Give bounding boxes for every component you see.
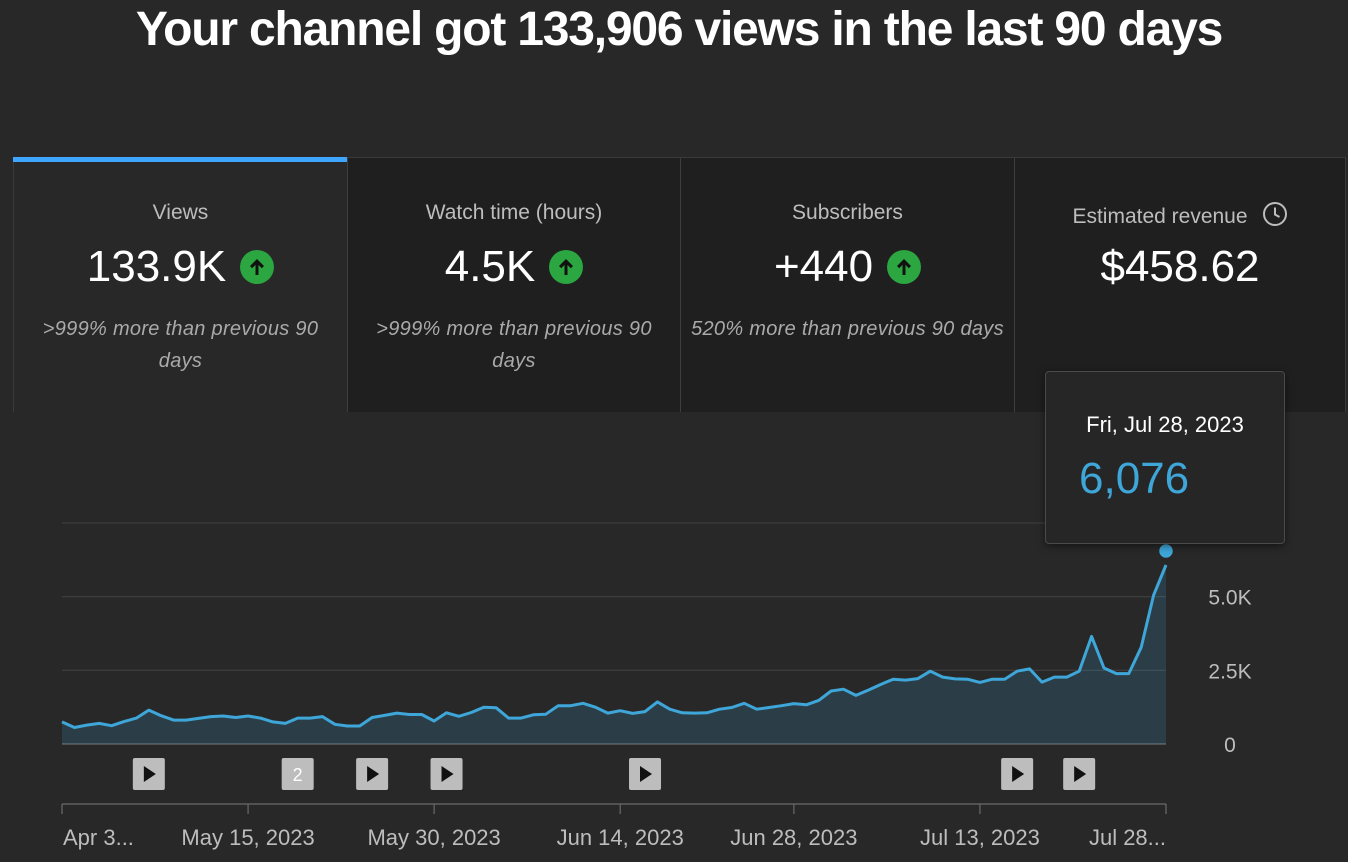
card-comparison: >999% more than previous 90 days <box>376 318 652 372</box>
card-title: Subscribers <box>792 201 903 224</box>
series-line <box>61 564 1168 729</box>
card-subscribers[interactable]: Subscribers +440 520% more than previous… <box>681 158 1015 412</box>
video-marker-count: 2 <box>293 765 303 785</box>
clock-icon[interactable] <box>1262 201 1288 227</box>
play-icon <box>441 766 454 782</box>
y-tick-label: 2.5K <box>1208 660 1251 683</box>
video-marker <box>281 758 314 790</box>
card-title: Views <box>152 201 209 224</box>
card-estimated-revenue[interactable]: Estimated revenue $458.62 <box>1015 158 1345 412</box>
x-tick-label: Jul 28... <box>1089 825 1166 850</box>
play-icon <box>1012 766 1025 782</box>
x-tick-label: Apr 3... <box>63 825 134 850</box>
play-icon <box>640 766 653 782</box>
card-comparison: >999% more than previous 90 days <box>42 318 319 372</box>
play-icon <box>367 766 380 782</box>
tooltip-date: Fri, Jul 28, 2023 <box>1086 412 1244 437</box>
metric-cards: Views 133.9K >999% more than previous 90… <box>13 157 1346 412</box>
card-value: 4.5K <box>444 242 536 291</box>
x-tick-label: Jun 14, 2023 <box>557 825 684 850</box>
card-views[interactable]: Views 133.9K >999% more than previous 90… <box>13 157 348 412</box>
tooltip-value: 6,076 <box>1079 454 1190 503</box>
card-value: 133.9K <box>86 242 227 291</box>
arrow-up-icon <box>887 250 922 284</box>
card-title: Estimated revenue <box>1072 205 1248 228</box>
card-value: +440 <box>773 242 874 291</box>
x-tick-label: May 15, 2023 <box>181 825 314 850</box>
arrow-up-icon <box>240 250 275 284</box>
play-icon <box>143 766 156 782</box>
card-watch-time[interactable]: Watch time (hours) 4.5K >999% more than … <box>348 158 681 412</box>
card-comparison: 520% more than previous 90 days <box>691 318 1004 340</box>
y-tick-label: 0 <box>1224 734 1236 757</box>
x-tick-label: Jul 13, 2023 <box>920 825 1040 850</box>
card-title: Watch time (hours) <box>425 201 603 224</box>
arrow-up-icon <box>549 250 584 284</box>
data-point <box>1157 542 1175 560</box>
series-area <box>62 565 1166 744</box>
page-title: Your channel got 133,906 views in the la… <box>135 3 1223 56</box>
y-tick-label: 5.0K <box>1208 587 1251 610</box>
card-value: $458.62 <box>1100 242 1260 291</box>
chart-tooltip: Fri, Jul 28, 2023 6,076 <box>1045 371 1285 544</box>
card-title-row: Estimated revenue <box>1015 201 1345 229</box>
selected-indicator <box>13 157 347 162</box>
play-icon <box>1074 766 1087 782</box>
x-tick-label: May 30, 2023 <box>367 825 500 850</box>
x-tick-label: Jun 28, 2023 <box>730 825 857 850</box>
